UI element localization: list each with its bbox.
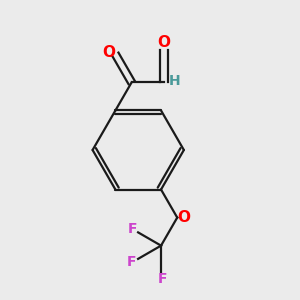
- Text: F: F: [127, 255, 136, 269]
- Text: F: F: [128, 222, 137, 236]
- Text: O: O: [158, 35, 170, 50]
- Text: F: F: [158, 272, 167, 286]
- Text: H: H: [169, 74, 180, 88]
- Text: O: O: [102, 45, 116, 60]
- Text: O: O: [177, 210, 190, 225]
